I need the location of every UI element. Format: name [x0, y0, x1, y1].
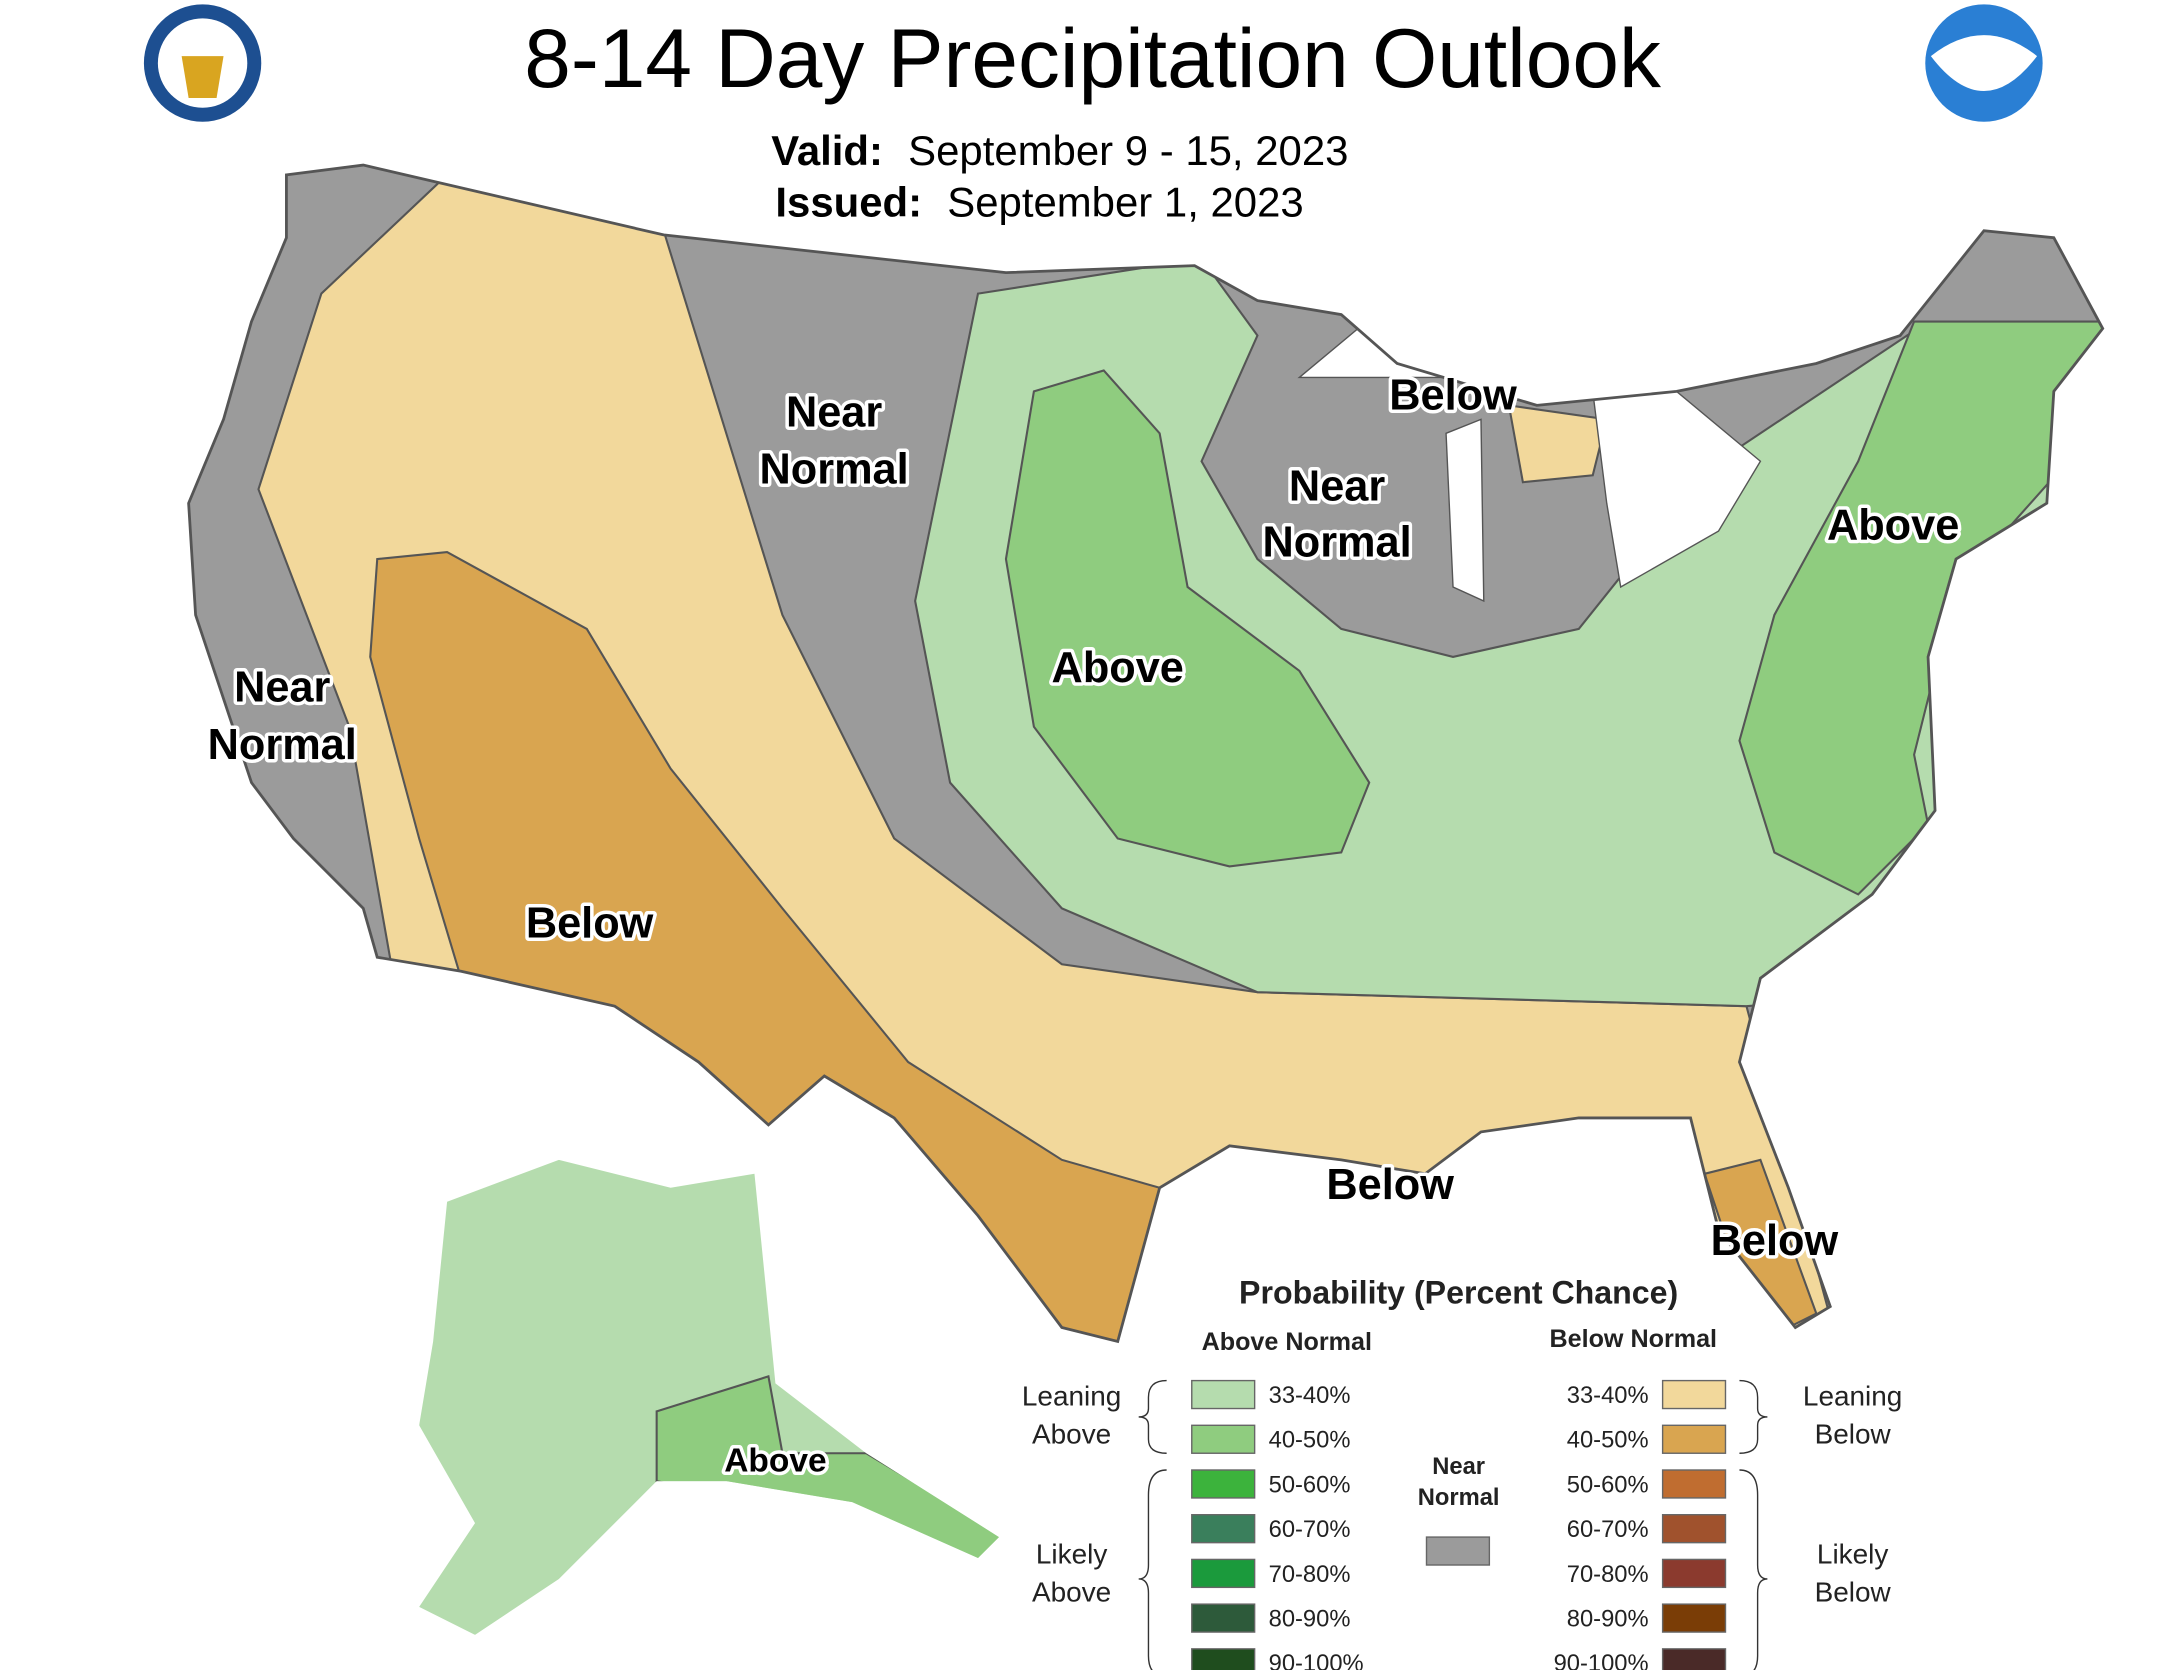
leaning-above-area: [419, 1159, 999, 1635]
leaning-below-area: [1507, 404, 1609, 484]
legend-label: 40-50%: [1269, 1427, 1351, 1454]
legend-label: 33-40%: [1567, 1382, 1649, 1409]
legend-swatch: [1661, 1469, 1727, 1499]
legend-swatch: [1191, 1379, 1256, 1410]
region-label: Above: [1827, 502, 1959, 550]
group-label: Likely: [1036, 1539, 1107, 1570]
region-label: Below: [1326, 1161, 1454, 1209]
legend-swatch: [1661, 1424, 1727, 1454]
legend-label: 90-100%: [1269, 1650, 1364, 1670]
legend-swatch: [1191, 1603, 1256, 1633]
legend-swatch: [1661, 1603, 1727, 1633]
legend-swatch: [1661, 1514, 1727, 1544]
legend-label: 70-80%: [1567, 1561, 1649, 1588]
group-label: Leaning: [1022, 1381, 1121, 1412]
brace: [1138, 1379, 1167, 1454]
brace: [1739, 1469, 1768, 1670]
legend-label: 70-80%: [1269, 1561, 1351, 1588]
valid-dates: September 9 - 15, 2023: [908, 127, 1348, 174]
region-label: Normal: [1262, 518, 1411, 566]
region-label: Near: [234, 664, 330, 712]
region-label: Normal: [760, 446, 909, 494]
group-label: Below: [1815, 1418, 1892, 1449]
alaska: [419, 1159, 999, 1635]
legend-label: 60-70%: [1269, 1516, 1351, 1543]
group-label: Above: [1032, 1576, 1111, 1607]
legend-header: Below Normal: [1549, 1325, 1717, 1353]
legend-label: 50-60%: [1567, 1471, 1649, 1498]
legend-label: 60-70%: [1567, 1516, 1649, 1543]
legend-swatch: [1661, 1648, 1727, 1670]
region-label: Below: [526, 900, 654, 948]
region-label: Above: [1052, 644, 1184, 692]
lake: [1445, 418, 1485, 603]
title: 8-14 Day Precipitation Outlook: [524, 11, 1662, 105]
region-label: Near: [1289, 462, 1385, 510]
legend-swatch: [1191, 1424, 1256, 1454]
group-label: Leaning: [1803, 1381, 1902, 1412]
group-label: Below: [1815, 1576, 1892, 1607]
legend-label: 50-60%: [1269, 1471, 1351, 1498]
legend-label: 80-90%: [1567, 1605, 1649, 1632]
above-area: [1004, 369, 1371, 868]
noaa-logo: [1925, 4, 2043, 122]
region-label: Above: [724, 1442, 826, 1479]
brace: [1138, 1469, 1167, 1670]
region-label: Normal: [208, 721, 357, 769]
legend-swatch: [1191, 1469, 1256, 1499]
legend-swatch: [1425, 1536, 1491, 1566]
legend-label: 40-50%: [1567, 1427, 1649, 1454]
map-labels: Near Normal Near Normal Near Normal Belo…: [204, 368, 1963, 1483]
near-normal-label: Normal: [1418, 1484, 1500, 1511]
conus-border: [187, 163, 2105, 1344]
legend-swatch: [1191, 1648, 1256, 1670]
commerce-logo: [143, 4, 262, 122]
near-normal-label: Near: [1432, 1453, 1485, 1480]
issued-label: Issued:: [775, 179, 922, 226]
legend: Probability (Percent Chance) Above Norma…: [1022, 1275, 1902, 1670]
region-label: Below: [1389, 372, 1517, 420]
issued-date: September 1, 2023: [947, 179, 1303, 226]
legend-header: Above Normal: [1202, 1328, 1372, 1356]
group-label: Above: [1032, 1418, 1111, 1449]
above-area: [655, 1375, 999, 1567]
legend-swatch: [1191, 1514, 1256, 1544]
legend-swatch: [1661, 1558, 1727, 1589]
legend-swatch: [1191, 1558, 1256, 1589]
conus: [188, 165, 2103, 1342]
region-label: Below: [1711, 1217, 1839, 1265]
brace: [1739, 1379, 1768, 1454]
legend-label: 90-100%: [1554, 1650, 1649, 1670]
group-label: Likely: [1817, 1539, 1888, 1570]
region-label: Near: [786, 388, 882, 436]
legend-label: 80-90%: [1269, 1605, 1351, 1632]
valid-label: Valid:: [771, 127, 883, 174]
legend-title: Probability (Percent Chance): [1239, 1275, 1678, 1311]
legend-swatch: [1661, 1379, 1727, 1410]
leaning-below-area: [257, 173, 1846, 1342]
legend-label: 33-40%: [1269, 1382, 1351, 1409]
